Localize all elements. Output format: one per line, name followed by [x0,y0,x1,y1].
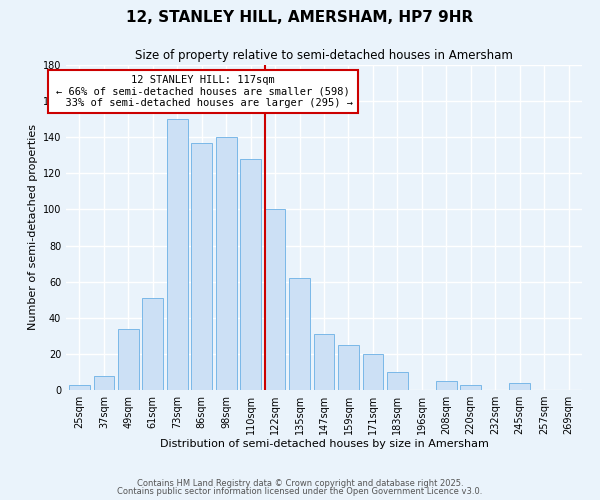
Bar [94,376,114,390]
Bar [289,278,310,390]
Bar [265,210,286,390]
Bar [142,298,163,390]
Bar [191,142,212,390]
Bar [118,328,139,390]
Bar [314,334,334,390]
Bar [338,345,359,390]
Text: Contains HM Land Registry data © Crown copyright and database right 2025.: Contains HM Land Registry data © Crown c… [137,478,463,488]
Bar [240,159,261,390]
Bar [460,384,481,390]
X-axis label: Distribution of semi-detached houses by size in Amersham: Distribution of semi-detached houses by … [160,438,488,448]
Text: 12, STANLEY HILL, AMERSHAM, HP7 9HR: 12, STANLEY HILL, AMERSHAM, HP7 9HR [127,10,473,25]
Bar [509,383,530,390]
Y-axis label: Number of semi-detached properties: Number of semi-detached properties [28,124,38,330]
Bar [387,372,408,390]
Bar [167,119,188,390]
Bar [436,381,457,390]
Bar [362,354,383,390]
Text: Contains public sector information licensed under the Open Government Licence v3: Contains public sector information licen… [118,487,482,496]
Title: Size of property relative to semi-detached houses in Amersham: Size of property relative to semi-detach… [135,50,513,62]
Bar [69,384,90,390]
Bar [216,137,236,390]
Text: 12 STANLEY HILL: 117sqm
← 66% of semi-detached houses are smaller (598)
  33% of: 12 STANLEY HILL: 117sqm ← 66% of semi-de… [53,74,353,108]
